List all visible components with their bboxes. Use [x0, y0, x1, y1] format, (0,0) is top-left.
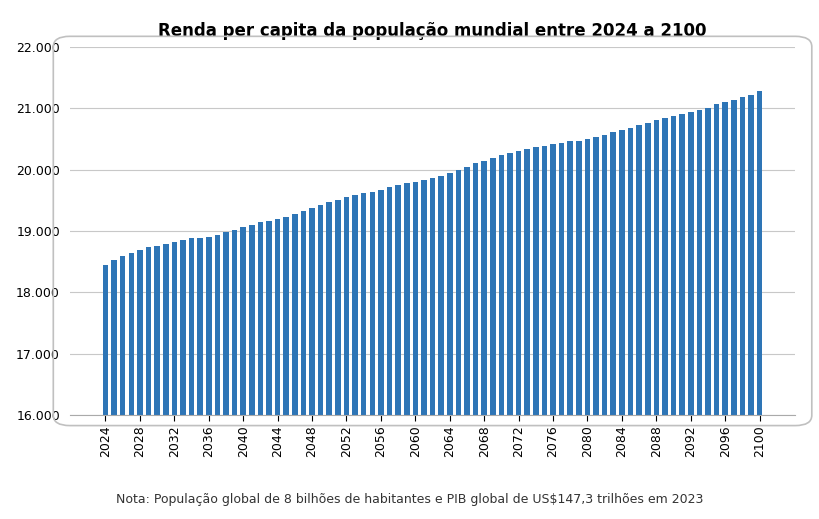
Bar — [593, 137, 598, 519]
Bar — [369, 192, 374, 519]
Bar — [129, 253, 134, 519]
Bar — [687, 112, 693, 519]
Bar — [739, 97, 744, 519]
Bar — [618, 130, 624, 519]
Bar — [515, 151, 521, 519]
Bar — [111, 261, 117, 519]
Bar — [559, 143, 563, 519]
Bar — [584, 140, 590, 519]
Bar — [343, 197, 349, 519]
Bar — [756, 91, 762, 519]
Bar — [352, 195, 357, 519]
Bar — [206, 237, 211, 519]
Bar — [524, 149, 529, 519]
Bar — [249, 225, 254, 519]
Bar — [473, 163, 477, 519]
Bar — [326, 202, 332, 519]
Bar — [102, 265, 108, 519]
Bar — [318, 204, 323, 519]
Bar — [180, 240, 186, 519]
Bar — [455, 170, 460, 519]
Bar — [171, 242, 177, 519]
Bar — [464, 167, 469, 519]
Bar — [498, 155, 504, 519]
Bar — [154, 245, 160, 519]
Bar — [507, 153, 512, 519]
Bar — [137, 250, 143, 519]
Bar — [223, 232, 229, 519]
Text: Nota: População global de 8 bilhões de habitantes e PIB global de US$147,3 trilh: Nota: População global de 8 bilhões de h… — [116, 494, 703, 507]
Bar — [412, 182, 418, 519]
Bar — [601, 134, 607, 519]
Bar — [404, 183, 409, 519]
Bar — [240, 227, 246, 519]
Bar — [283, 217, 288, 519]
Bar — [215, 235, 220, 519]
Bar — [695, 110, 701, 519]
Bar — [274, 220, 280, 519]
Bar — [678, 114, 684, 519]
Bar — [421, 180, 426, 519]
Bar — [532, 147, 538, 519]
Bar — [266, 221, 271, 519]
Bar — [550, 144, 555, 519]
Bar — [747, 94, 753, 519]
Bar — [704, 107, 710, 519]
Bar — [257, 222, 263, 519]
Bar — [644, 123, 649, 519]
Title: Renda per capita da população mundial entre 2024 a 2100: Renda per capita da população mundial en… — [158, 22, 706, 39]
Bar — [541, 146, 546, 519]
Bar — [395, 185, 400, 519]
Bar — [301, 211, 305, 519]
Bar — [490, 158, 495, 519]
Bar — [438, 175, 443, 519]
Bar — [722, 102, 727, 519]
Bar — [576, 141, 581, 519]
Bar — [335, 200, 340, 519]
Bar — [661, 118, 667, 519]
Bar — [387, 187, 391, 519]
Bar — [670, 116, 676, 519]
Bar — [120, 256, 125, 519]
Bar — [188, 238, 194, 519]
Bar — [730, 100, 735, 519]
Bar — [360, 194, 366, 519]
Bar — [163, 244, 169, 519]
Bar — [146, 247, 152, 519]
Bar — [636, 125, 641, 519]
Bar — [653, 120, 658, 519]
Bar — [429, 178, 435, 519]
Bar — [292, 214, 297, 519]
Bar — [713, 104, 718, 519]
Bar — [446, 173, 452, 519]
Bar — [378, 190, 383, 519]
Bar — [627, 128, 632, 519]
Bar — [567, 141, 572, 519]
Bar — [197, 238, 203, 519]
Bar — [309, 208, 314, 519]
Bar — [232, 230, 237, 519]
Bar — [481, 161, 486, 519]
Bar — [610, 132, 615, 519]
